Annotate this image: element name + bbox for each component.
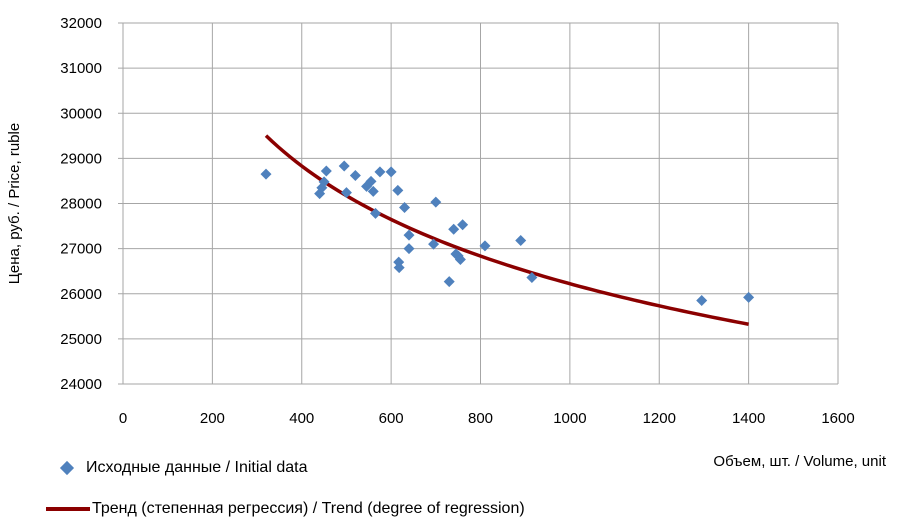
- axes: [118, 22, 838, 385]
- tick-labels: 0 200 400 600 800 1000 1200 1400 1600 24000 25000 2…: [60, 15, 854, 427]
- x-tick-label: 400: [289, 410, 314, 427]
- legend-label-trend: Тренд (степенная регрессия) / Trend (deg…: [92, 500, 525, 517]
- x-tick-label: 1600: [821, 410, 854, 427]
- data-point: [374, 166, 386, 178]
- data-point: [320, 165, 332, 177]
- grid: [122, 22, 839, 385]
- data-point: [338, 160, 350, 172]
- legend-item-initial-data: Исходные данные / Initial data: [46, 459, 307, 477]
- y-tick-label: 26000: [60, 286, 102, 303]
- x-tick-label: 1200: [643, 410, 676, 427]
- data-point: [393, 262, 405, 274]
- data-point: [457, 219, 469, 231]
- data-point: [448, 223, 460, 235]
- data-point: [385, 166, 397, 178]
- trend-line: [264, 134, 749, 326]
- data-point: [428, 238, 440, 250]
- x-tick-label: 0: [119, 410, 127, 427]
- data-point: [403, 229, 415, 241]
- data-point: [515, 235, 527, 247]
- y-tick-label: 25000: [60, 331, 102, 348]
- x-tick-label: 1000: [553, 410, 586, 427]
- y-tick-label: 24000: [60, 376, 102, 393]
- y-tick-label: 27000: [60, 241, 102, 258]
- y-tick-label: 31000: [60, 60, 102, 77]
- data-point: [479, 240, 491, 252]
- x-tick-label: 800: [468, 410, 493, 427]
- y-axis-title: Цена, руб. / Price, ruble: [6, 123, 23, 284]
- data-point: [743, 291, 755, 303]
- x-tick-label: 1400: [732, 410, 765, 427]
- data-point: [365, 175, 377, 187]
- data-point: [430, 196, 442, 208]
- data-point: [696, 295, 708, 307]
- diamond-marker-icon: [59, 460, 75, 476]
- legend-label-initial-data: Исходные данные / Initial data: [86, 459, 308, 476]
- data-point: [369, 207, 381, 219]
- data-point: [399, 202, 411, 214]
- y-tick-label: 30000: [60, 105, 102, 122]
- x-axis-title: Объем, шт. / Volume, unit: [713, 453, 886, 470]
- x-tick-label: 200: [200, 410, 225, 427]
- plot-area: [260, 134, 755, 326]
- y-tick-label: 28000: [60, 196, 102, 213]
- data-point: [349, 170, 361, 182]
- data-point: [340, 187, 352, 199]
- x-tick-label: 600: [379, 410, 404, 427]
- data-point: [392, 184, 404, 196]
- data-point: [260, 168, 272, 180]
- y-tick-label: 29000: [60, 150, 102, 167]
- data-point: [526, 272, 538, 284]
- y-tick-label: 32000: [60, 15, 102, 32]
- line-marker-icon: [46, 507, 90, 511]
- data-point: [367, 185, 379, 197]
- data-point: [443, 276, 455, 288]
- data-point: [454, 253, 466, 265]
- legend-item-trend: Тренд (степенная регрессия) / Trend (deg…: [46, 500, 525, 518]
- data-point: [318, 176, 330, 188]
- data-point: [403, 243, 415, 255]
